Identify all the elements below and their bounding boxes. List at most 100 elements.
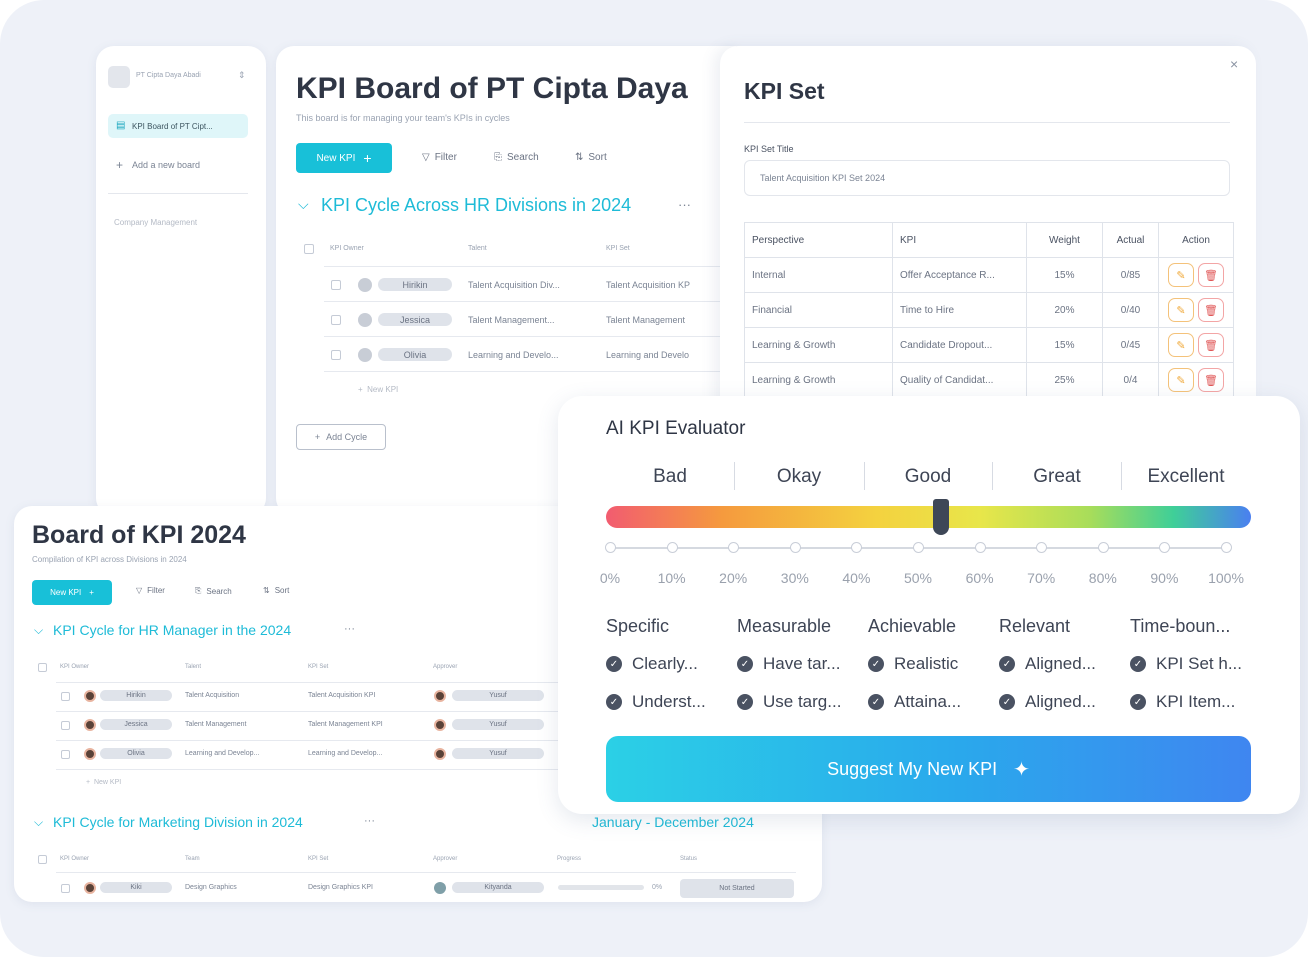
sort-button[interactable]: ⇅ Sort bbox=[575, 152, 607, 163]
owner-pill[interactable]: Jessica bbox=[378, 313, 452, 326]
criterion-item-label: Underst... bbox=[632, 692, 706, 711]
kpiset-cell[interactable]: Talent Management bbox=[606, 315, 686, 325]
progress-value: 0% bbox=[652, 884, 663, 891]
org-name[interactable]: PT Cipta Daya Abadi bbox=[136, 72, 201, 79]
row-checkbox[interactable] bbox=[331, 280, 341, 290]
more-icon[interactable]: ··· bbox=[678, 197, 691, 212]
status-badge[interactable]: Not Started bbox=[680, 879, 794, 898]
select-all-checkbox[interactable] bbox=[38, 663, 47, 672]
filter-button[interactable]: ▽ Filter bbox=[422, 152, 457, 163]
talent-cell: Talent Management bbox=[185, 721, 247, 728]
trash-icon[interactable]: 🗑 bbox=[1198, 368, 1224, 392]
select-all-checkbox[interactable] bbox=[38, 855, 47, 864]
chevron-updown-icon[interactable]: ⇕ bbox=[238, 70, 246, 80]
more-icon[interactable]: ··· bbox=[344, 623, 355, 635]
check-icon: ✓ bbox=[606, 656, 622, 672]
suggest-kpi-label: Suggest My New KPI bbox=[827, 758, 998, 779]
chevron-down-icon[interactable]: ⌵ bbox=[298, 196, 309, 212]
table-row[interactable]: Learning & Growth Quality of Candidat...… bbox=[744, 362, 1234, 398]
approver-pill[interactable]: Yusuf bbox=[452, 690, 544, 701]
new-kpi-row[interactable]: + New KPI bbox=[86, 779, 122, 786]
kpiset-cell[interactable]: Design Graphics KPI bbox=[308, 884, 373, 891]
trash-icon[interactable]: 🗑 bbox=[1198, 333, 1224, 357]
trash-icon[interactable]: 🗑 bbox=[1198, 298, 1224, 322]
approver-pill[interactable]: Yusuf bbox=[452, 719, 544, 730]
owner-pill[interactable]: Hirikin bbox=[100, 690, 172, 701]
add-cycle-button[interactable]: + Add Cycle bbox=[296, 424, 386, 450]
owner-pill[interactable]: Kiki bbox=[100, 882, 172, 893]
criterion-item-label: Have tar... bbox=[763, 654, 841, 673]
kpiset-cell[interactable]: Talent Acquisition KP bbox=[606, 280, 691, 290]
edit-icon[interactable]: ✎ bbox=[1168, 333, 1194, 357]
row-checkbox[interactable] bbox=[331, 315, 341, 325]
criterion-item: ✓ Clearly... bbox=[606, 654, 698, 674]
score-slider-thumb[interactable] bbox=[933, 499, 950, 535]
kpi-set-title-input[interactable] bbox=[744, 160, 1230, 196]
check-icon: ✓ bbox=[1130, 656, 1146, 672]
edit-icon[interactable]: ✎ bbox=[1168, 298, 1194, 322]
percent-label: 40% bbox=[842, 570, 871, 586]
criterion-item: ✓ KPI Item... bbox=[1130, 692, 1235, 712]
kpi-set-title-value: Talent Acquisition KPI Set 2024 bbox=[760, 173, 886, 183]
row-divider bbox=[56, 740, 558, 741]
avatar bbox=[434, 882, 446, 894]
table-row[interactable]: Financial Time to Hire 20% 0/40 ✎ 🗑 bbox=[744, 292, 1234, 328]
close-icon[interactable]: × bbox=[1230, 56, 1239, 72]
criterion-time-bound: Time-boun... bbox=[1130, 616, 1231, 636]
row-checkbox[interactable] bbox=[331, 350, 341, 360]
grade-divider bbox=[734, 462, 735, 490]
kpiset-cell[interactable]: Learning and Develop... bbox=[308, 750, 383, 757]
talent-cell: Learning and Develop... bbox=[185, 750, 260, 757]
edit-icon[interactable]: ✎ bbox=[1168, 263, 1194, 287]
approver-pill[interactable]: Kityanda bbox=[452, 882, 544, 893]
chevron-down-icon[interactable]: ⌵ bbox=[34, 815, 44, 829]
sort-button[interactable]: ⇅ Sort bbox=[263, 586, 289, 595]
new-kpi-button[interactable]: New KPI + bbox=[32, 580, 112, 605]
criterion-item: ✓ Attaina... bbox=[868, 692, 961, 712]
more-icon[interactable]: ··· bbox=[364, 815, 375, 827]
weight-cell: 25% bbox=[1026, 362, 1103, 398]
criterion-item: ✓ Realistic bbox=[868, 654, 958, 674]
row-checkbox[interactable] bbox=[61, 750, 70, 759]
table-row[interactable]: Internal Offer Acceptance R... 15% 0/85 … bbox=[744, 257, 1234, 293]
avatar bbox=[358, 278, 372, 292]
avatar bbox=[434, 748, 446, 760]
actual-cell: 0/40 bbox=[1102, 292, 1159, 328]
avatar bbox=[434, 690, 446, 702]
suggest-kpi-button[interactable]: Suggest My New KPI ✦ bbox=[606, 736, 1251, 802]
new-kpi-button[interactable]: New KPI + bbox=[296, 143, 392, 173]
action-cell: ✎ 🗑 bbox=[1158, 362, 1234, 398]
search-button[interactable]: ⎘ Search bbox=[494, 152, 539, 163]
check-icon: ✓ bbox=[1130, 694, 1146, 710]
new-kpi-label: New KPI bbox=[316, 152, 356, 164]
select-all-checkbox[interactable] bbox=[304, 244, 314, 254]
score-tick bbox=[1159, 542, 1171, 553]
approver-pill[interactable]: Yusuf bbox=[452, 748, 544, 759]
kpi-cell: Candidate Dropout... bbox=[892, 327, 1027, 363]
grade-good: Good bbox=[904, 466, 952, 487]
board-icon: ▤ bbox=[116, 120, 126, 131]
row-checkbox[interactable] bbox=[61, 884, 70, 893]
owner-pill[interactable]: Jessica bbox=[100, 719, 172, 730]
kpiset-cell[interactable]: Learning and Develo bbox=[606, 350, 690, 360]
owner-pill[interactable]: Hirikin bbox=[378, 278, 452, 291]
grade-bad: Bad bbox=[653, 466, 687, 487]
owner-pill[interactable]: Olivia bbox=[378, 348, 452, 361]
edit-icon[interactable]: ✎ bbox=[1168, 368, 1194, 392]
table-row[interactable]: Learning & Growth Candidate Dropout... 1… bbox=[744, 327, 1234, 363]
col-kpi: KPI bbox=[892, 222, 1027, 258]
new-kpi-row[interactable]: + New KPI bbox=[358, 385, 399, 394]
criterion-item-label: Aligned... bbox=[1025, 692, 1096, 711]
row-checkbox[interactable] bbox=[61, 692, 70, 701]
trash-icon[interactable]: 🗑 bbox=[1198, 263, 1224, 287]
search-button[interactable]: ⎘ Search bbox=[195, 586, 232, 596]
sidebar-item-board[interactable] bbox=[108, 114, 248, 138]
add-board-button[interactable]: Add a new board bbox=[132, 160, 201, 170]
chevron-down-icon[interactable]: ⌵ bbox=[34, 623, 44, 637]
row-checkbox[interactable] bbox=[61, 721, 70, 730]
kpiset-cell[interactable]: Talent Acquisition KPI bbox=[308, 692, 376, 699]
filter-button[interactable]: ▽ Filter bbox=[136, 586, 165, 595]
kpiset-cell[interactable]: Talent Management KPI bbox=[308, 721, 383, 728]
owner-pill[interactable]: Olivia bbox=[100, 748, 172, 759]
team-cell: Design Graphics bbox=[185, 884, 237, 891]
